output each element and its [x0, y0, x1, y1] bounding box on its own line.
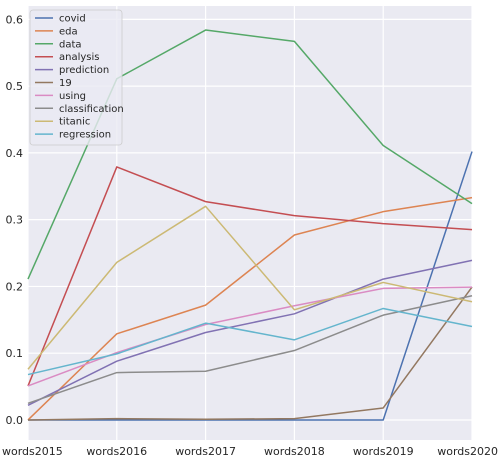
- x-tick-label: words2015: [2, 445, 63, 458]
- legend-label: using: [59, 91, 86, 102]
- y-tick-label: 0.0: [6, 414, 24, 427]
- series-line-19: [27, 286, 473, 421]
- series-line-using: [27, 286, 473, 387]
- grid-lines: [27, 6, 473, 440]
- y-tick-label: 0.1: [6, 347, 24, 360]
- series-line-covid: [28, 151, 473, 421]
- y-tick-label: 0.5: [6, 80, 24, 93]
- legend-label: regression: [59, 130, 111, 141]
- series-line-eda: [27, 196, 473, 421]
- legend-label: covid: [59, 14, 86, 25]
- y-tick-label: 0.4: [6, 147, 24, 160]
- series-line-titanic: [27, 205, 473, 370]
- legend-label: eda: [59, 26, 78, 37]
- x-tick-label: words2019: [353, 445, 414, 458]
- legend-label: titanic: [59, 117, 90, 128]
- legend-label: classification: [59, 104, 124, 115]
- y-tick-label: 0.2: [6, 280, 24, 293]
- series-line-regression: [27, 307, 473, 376]
- series-line-prediction: [27, 259, 473, 406]
- y-tick-label: 0.3: [6, 214, 24, 227]
- x-tick-label: words2018: [264, 445, 325, 458]
- series-line-analysis: [27, 166, 473, 387]
- x-tick-label: words2020: [437, 445, 498, 458]
- legend-label: prediction: [59, 65, 109, 76]
- x-tick-label: words2016: [86, 445, 147, 458]
- legend-label: analysis: [59, 52, 100, 63]
- x-tick-label: words2017: [175, 445, 236, 458]
- legend-label: 19: [59, 78, 72, 89]
- legend-label: data: [59, 39, 82, 50]
- y-tick-label: 0.6: [6, 13, 24, 26]
